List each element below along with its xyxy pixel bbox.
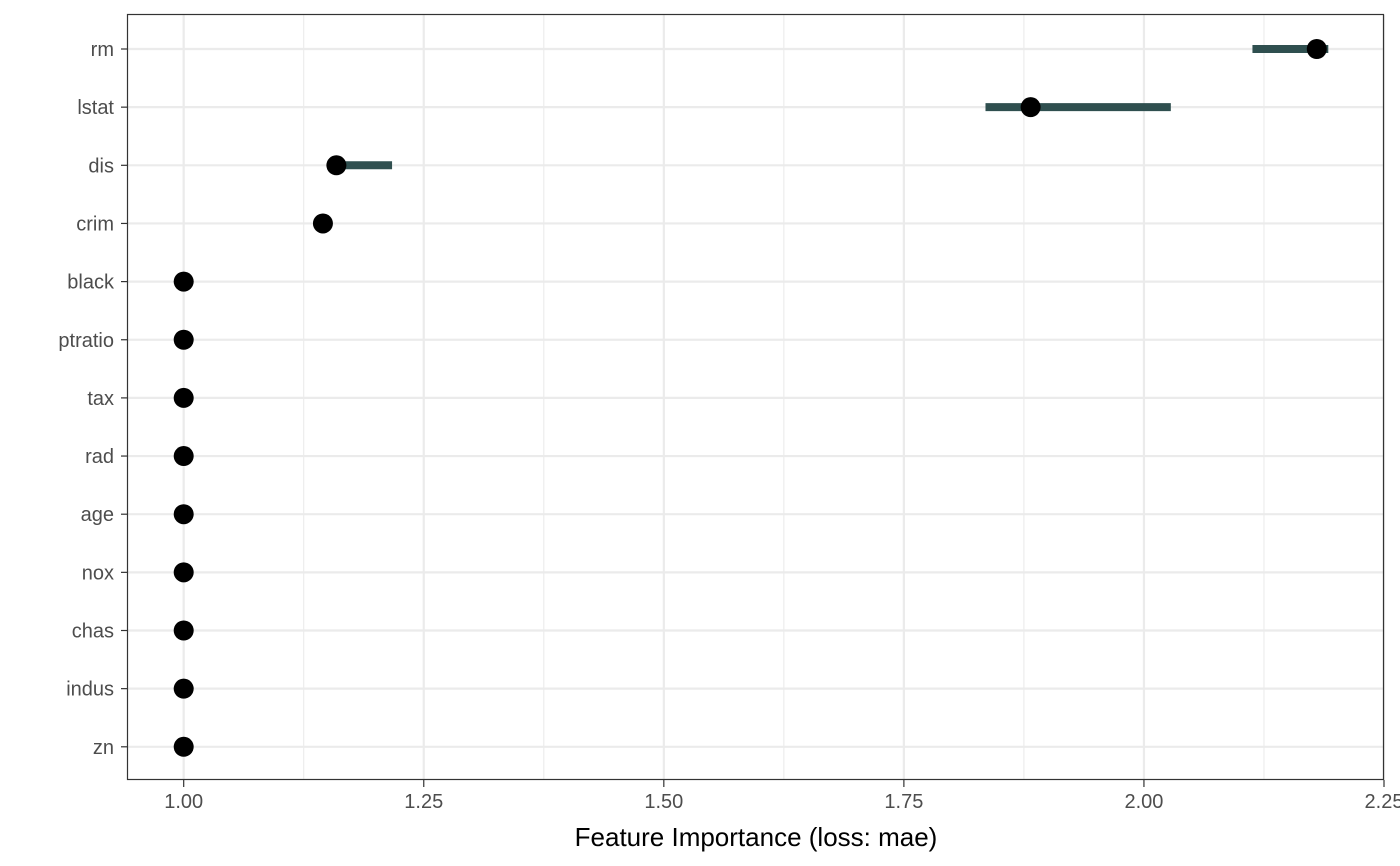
x-tick-label: 1.00: [164, 791, 203, 813]
y-tick-label-dis: dis: [88, 155, 114, 177]
y-axis: rm lstat dis crim black ptratio tax rad age nox ch…: [58, 39, 128, 759]
x-tick-label: 2.25: [1365, 791, 1400, 813]
plot-panel-border: [126, 13, 1385, 781]
point-zn: [173, 736, 194, 757]
point-chas: [173, 620, 194, 641]
y-tick-label-black: black: [67, 272, 115, 294]
point-tax: [173, 387, 194, 408]
x-tick-label: 2.00: [1124, 791, 1163, 813]
point-black: [173, 271, 194, 292]
y-tick-label-nox: nox: [82, 562, 114, 584]
y-tick-label-rm: rm: [91, 39, 114, 61]
y-tick-label-ptratio: ptratio: [58, 330, 114, 352]
point-crim: [312, 213, 333, 234]
x-tick-label: 1.50: [644, 791, 683, 813]
y-tick-label-zn: zn: [93, 737, 114, 759]
point-nox: [173, 562, 194, 583]
point-indus: [173, 678, 194, 699]
point-ptratio: [173, 329, 194, 350]
point-age: [173, 504, 194, 525]
y-tick-label-rad: rad: [85, 446, 114, 468]
point-rm: [1306, 39, 1327, 59]
y-tick-label-crim: crim: [76, 213, 114, 235]
y-tick-label-age: age: [81, 504, 114, 526]
point-dis: [326, 155, 347, 176]
x-axis-title: Feature Importance (loss: mae): [575, 822, 938, 852]
y-tick-label-tax: tax: [87, 388, 114, 410]
importance-points: [173, 39, 1327, 757]
point-lstat: [1020, 97, 1041, 118]
x-axis: 1.00 1.25 1.50 1.75 2.00 2.25: [164, 780, 1400, 813]
x-tick-label: 1.75: [884, 791, 923, 813]
x-tick-label: 1.25: [404, 791, 443, 813]
y-tick-label-lstat: lstat: [77, 97, 114, 119]
point-rad: [173, 446, 194, 467]
y-tick-label-chas: chas: [72, 621, 114, 643]
y-tick-label-indus: indus: [66, 679, 114, 701]
